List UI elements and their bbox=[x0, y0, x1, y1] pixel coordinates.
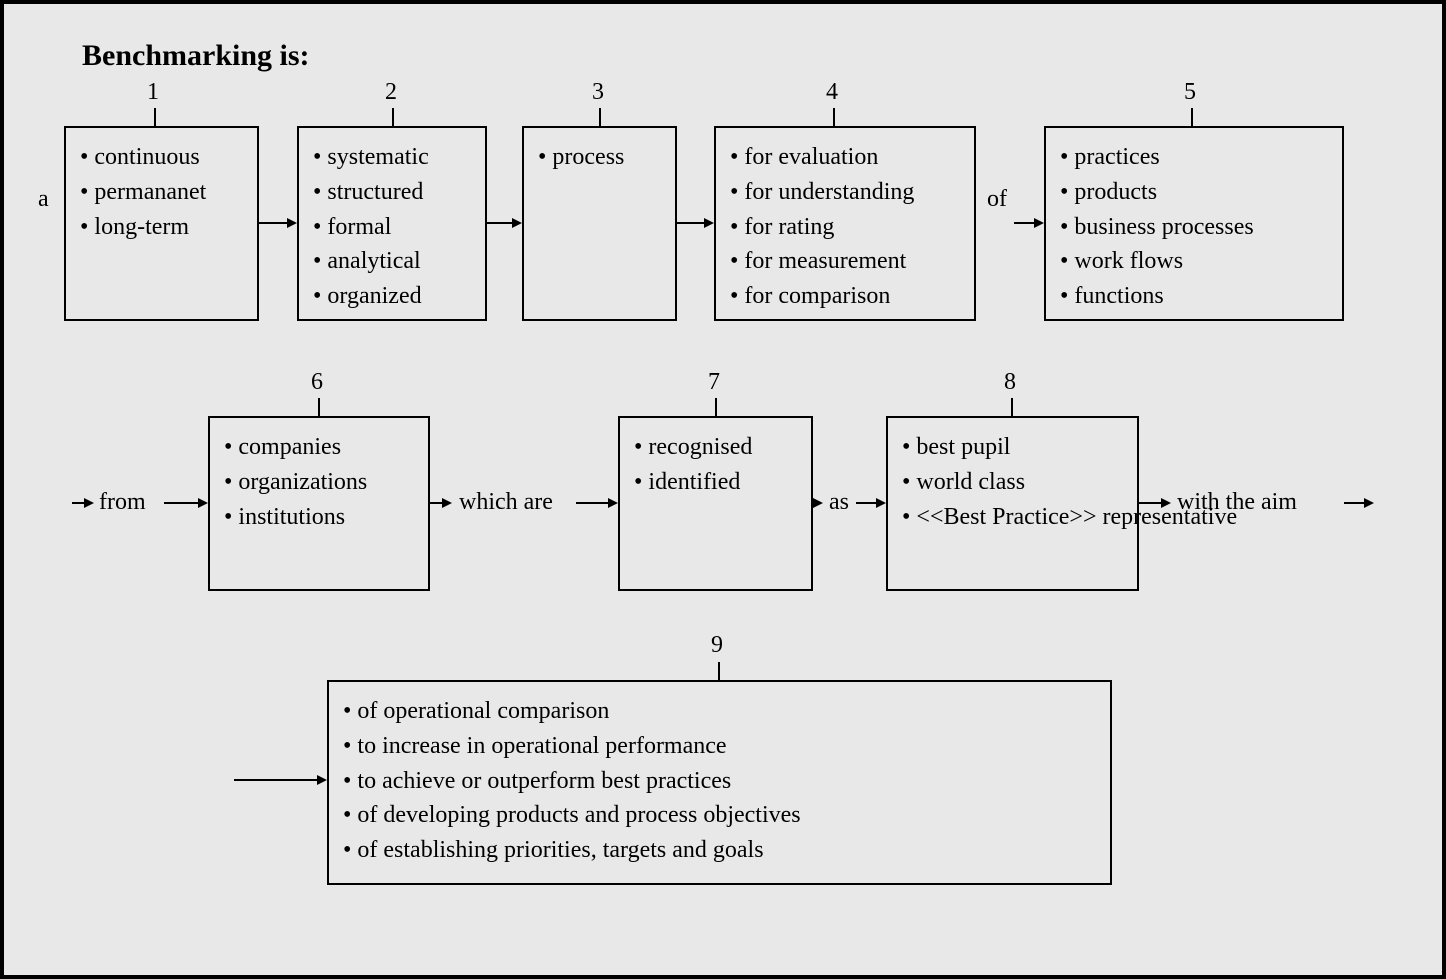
box-5-number: 5 bbox=[1184, 79, 1196, 106]
list-item: formal bbox=[313, 210, 471, 245]
list-item: for evaluation bbox=[730, 140, 960, 175]
arrow-8-out bbox=[1139, 496, 1171, 510]
connector-a: a bbox=[38, 186, 49, 213]
arrow-1-2 bbox=[259, 216, 297, 230]
box-2-tick bbox=[392, 108, 394, 126]
box-3-tick bbox=[599, 108, 601, 126]
arrow-label-7 bbox=[576, 496, 618, 510]
list-item: for comparison bbox=[730, 279, 960, 314]
box-8: best pupil world class <<Best Practice>>… bbox=[886, 416, 1139, 591]
arrow-aim-out bbox=[1344, 496, 1374, 510]
box-3: process bbox=[522, 126, 677, 321]
list-item: of operational comparison bbox=[343, 694, 1096, 729]
box-8-tick bbox=[1011, 398, 1013, 416]
list-item: continuous bbox=[80, 140, 243, 175]
box-9-number: 9 bbox=[711, 632, 723, 659]
arrow-4-5 bbox=[1014, 216, 1044, 230]
list-item: to achieve or outperform best practices bbox=[343, 764, 1096, 799]
box-3-number: 3 bbox=[592, 79, 604, 106]
arrow-into-6 bbox=[72, 496, 94, 510]
list-item: business processes bbox=[1060, 210, 1328, 245]
list-item: for measurement bbox=[730, 244, 960, 279]
arrow-3-4 bbox=[677, 216, 714, 230]
connector-of: of bbox=[987, 186, 1007, 213]
box-1-number: 1 bbox=[147, 79, 159, 106]
list-item: organizations bbox=[224, 465, 414, 500]
list-item: world class bbox=[902, 465, 1123, 500]
box-4-number: 4 bbox=[826, 79, 838, 106]
list-item: process bbox=[538, 140, 661, 175]
box-7-number: 7 bbox=[708, 369, 720, 396]
list-item: to increase in operational performance bbox=[343, 729, 1096, 764]
diagram-title: Benchmarking is: bbox=[82, 39, 310, 73]
list-item: permananet bbox=[80, 175, 243, 210]
list-item: organized bbox=[313, 279, 471, 314]
box-1: continuous permananet long-term bbox=[64, 126, 259, 321]
box-6-tick bbox=[318, 398, 320, 416]
box-5: practices products business processes wo… bbox=[1044, 126, 1344, 321]
box-2: systematic structured formal analytical … bbox=[297, 126, 487, 321]
list-item: products bbox=[1060, 175, 1328, 210]
list-item: for rating bbox=[730, 210, 960, 245]
list-item: best pupil bbox=[902, 430, 1123, 465]
arrow-as-8 bbox=[856, 496, 886, 510]
arrow-7-as bbox=[813, 496, 827, 510]
box-7-tick bbox=[715, 398, 717, 416]
box-4: for evaluation for understanding for rat… bbox=[714, 126, 976, 321]
box-9-tick bbox=[718, 662, 720, 680]
box-7: recognised identified bbox=[618, 416, 813, 591]
box-1-tick bbox=[154, 108, 156, 126]
box-5-tick bbox=[1191, 108, 1193, 126]
list-item: identified bbox=[634, 465, 797, 500]
list-item: companies bbox=[224, 430, 414, 465]
arrow-into-9 bbox=[234, 773, 327, 787]
arrow-from-6 bbox=[164, 496, 208, 510]
list-item: practices bbox=[1060, 140, 1328, 175]
box-2-number: 2 bbox=[385, 79, 397, 106]
list-item: recognised bbox=[634, 430, 797, 465]
connector-from: from bbox=[99, 489, 146, 516]
box-6-number: 6 bbox=[311, 369, 323, 396]
box-4-tick bbox=[833, 108, 835, 126]
list-item: work flows bbox=[1060, 244, 1328, 279]
list-item: of developing products and process objec… bbox=[343, 798, 1096, 833]
list-item: functions bbox=[1060, 279, 1328, 314]
list-item: <<Best Practice>> representative bbox=[902, 500, 1123, 535]
diagram-canvas: Benchmarking is: 1 2 3 4 5 continuous pe… bbox=[0, 0, 1446, 979]
arrow-2-3 bbox=[487, 216, 522, 230]
list-item: for understanding bbox=[730, 175, 960, 210]
connector-which-are: which are bbox=[459, 489, 553, 516]
list-item: long-term bbox=[80, 210, 243, 245]
connector-as: as bbox=[829, 489, 849, 516]
box-9: of operational comparison to increase in… bbox=[327, 680, 1112, 885]
list-item: of establishing priorities, targets and … bbox=[343, 833, 1096, 868]
connector-with-aim: with the aim bbox=[1177, 489, 1297, 516]
list-item: institutions bbox=[224, 500, 414, 535]
list-item: analytical bbox=[313, 244, 471, 279]
list-item: structured bbox=[313, 175, 471, 210]
arrow-6-label bbox=[430, 496, 452, 510]
box-8-number: 8 bbox=[1004, 369, 1016, 396]
box-6: companies organizations institutions bbox=[208, 416, 430, 591]
list-item: systematic bbox=[313, 140, 471, 175]
